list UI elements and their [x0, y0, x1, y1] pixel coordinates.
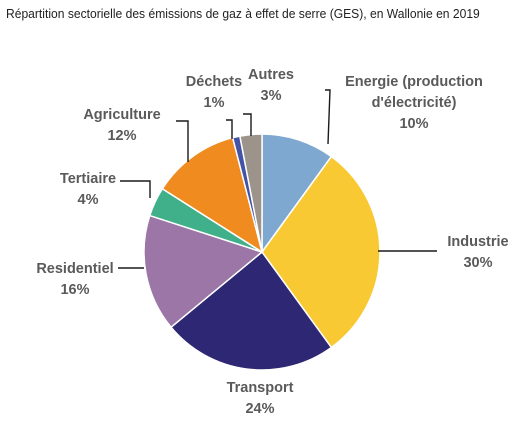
- slice-category-label-4: Residentiel: [36, 261, 113, 277]
- leader-lines: [118, 89, 437, 269]
- pie-slice-1: [261, 133, 333, 255]
- slice-category-label-2: Industrie: [447, 234, 508, 250]
- pie-slices: [143, 133, 381, 371]
- slice-category-label-8: Autres: [248, 67, 294, 83]
- leader-line-8: [243, 113, 252, 136]
- slice-value-label-4: 16%: [60, 282, 89, 298]
- slice-value-label-5: 4%: [78, 192, 99, 208]
- slice-category-label-6: Agriculture: [83, 107, 160, 123]
- slice-value-label-1: 10%: [399, 116, 428, 132]
- slice-value-label-8: 3%: [261, 88, 282, 104]
- slice-category-label-1: d'électricité): [372, 95, 457, 111]
- slice-value-label-6: 12%: [107, 128, 136, 144]
- slice-category-label-1: Energie (production: [345, 74, 483, 90]
- leader-line-5: [120, 180, 151, 198]
- slice-category-label-5: Tertiaire: [60, 171, 116, 187]
- leader-line-1: [325, 89, 331, 145]
- slice-category-label-3: Transport: [227, 380, 294, 396]
- slice-value-label-3: 24%: [245, 401, 274, 417]
- slice-labels: Energie (production d'électricité) 10% Indu…: [36, 67, 508, 417]
- pie-slice-4: [143, 214, 264, 329]
- pie-slice-6: [161, 136, 264, 254]
- pie-slice-3: [170, 250, 333, 371]
- pie-slice-2: [261, 155, 381, 349]
- leader-line-6: [176, 120, 189, 162]
- slice-category-label-7: Déchets: [186, 74, 242, 90]
- chart-title: Répartition sectorielle des émissions de…: [6, 6, 480, 21]
- slice-value-label-2: 30%: [463, 255, 492, 271]
- leader-line-7: [226, 119, 233, 139]
- slice-value-label-7: 1%: [204, 95, 225, 111]
